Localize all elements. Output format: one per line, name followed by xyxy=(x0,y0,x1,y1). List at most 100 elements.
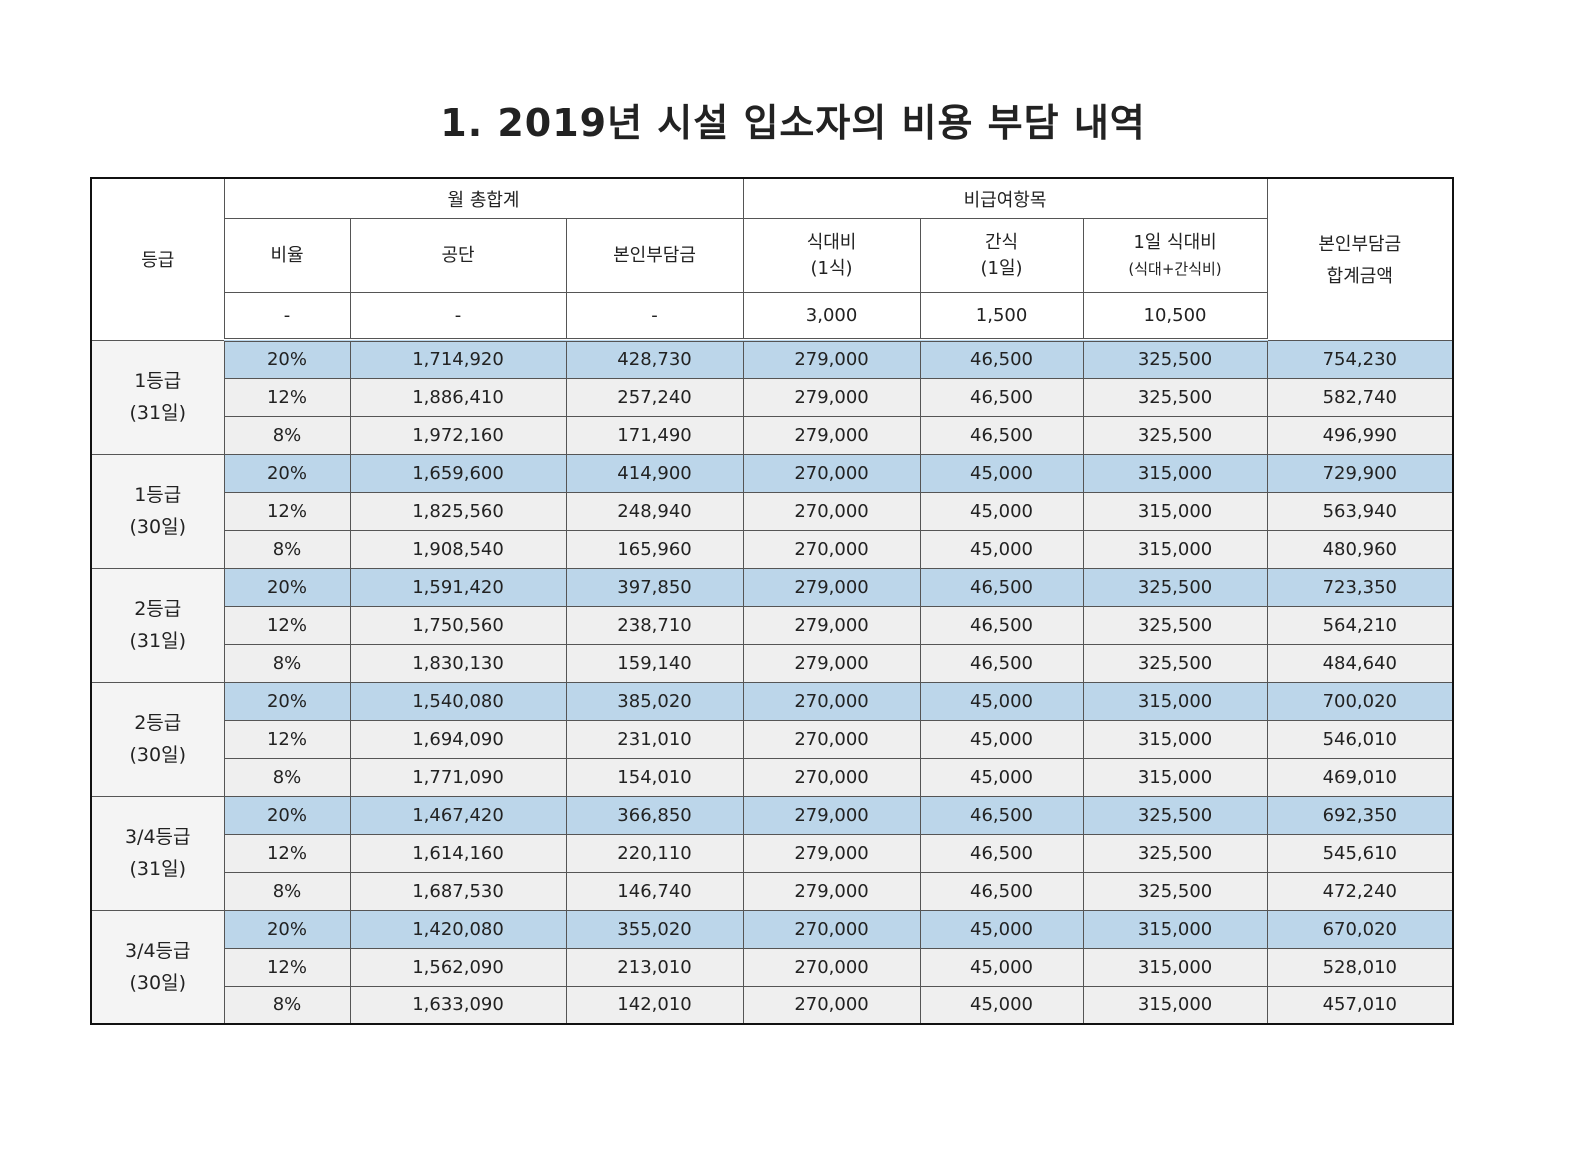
cell-meal: 270,000 xyxy=(742,719,921,759)
cell-total: 670,020 xyxy=(1266,909,1454,949)
cell-corporation: 1,633,090 xyxy=(349,985,567,1025)
cell-corporation: 1,614,160 xyxy=(349,833,567,873)
table-row: 8% 1,771,090 154,010 270,000 45,000 315,000 46… xyxy=(91,757,1454,797)
cell-total: 457,010 xyxy=(1266,985,1454,1025)
cell-self-pay: 248,940 xyxy=(565,491,744,531)
cell-daily-meal: 325,500 xyxy=(1082,605,1268,645)
unit-daily-meal: 10,500 xyxy=(1082,292,1268,342)
header-meal-line2: (1식) xyxy=(810,257,853,279)
grade-label: 3/4등급 xyxy=(124,939,191,962)
cell-daily-meal: 325,500 xyxy=(1082,377,1268,417)
cell-corporation: 1,830,130 xyxy=(349,643,567,683)
grade-days: (30일) xyxy=(129,744,186,766)
header-daily-meal: 1일 식대비 (식대+간식비) xyxy=(1082,218,1268,293)
cell-self-pay: 231,010 xyxy=(565,719,744,759)
cell-self-pay: 397,850 xyxy=(565,567,744,607)
header-total-line1: 본인부담금 xyxy=(1318,234,1402,256)
cell-self-pay: 414,900 xyxy=(565,453,744,493)
cell-meal: 279,000 xyxy=(742,567,921,607)
cell-corporation: 1,659,600 xyxy=(349,453,567,493)
cell-self-pay: 171,490 xyxy=(565,415,744,455)
cell-ratio: 8% xyxy=(223,985,351,1025)
cell-ratio: 20% xyxy=(223,339,351,379)
cell-corporation: 1,420,080 xyxy=(349,909,567,949)
cell-daily-meal: 325,500 xyxy=(1082,795,1268,835)
grade-cell: 2등급 (31일) xyxy=(90,567,225,683)
cell-total: 496,990 xyxy=(1266,415,1454,455)
cell-meal: 279,000 xyxy=(742,871,921,911)
cell-snack: 45,000 xyxy=(919,719,1084,759)
cell-meal: 279,000 xyxy=(742,643,921,683)
cell-ratio: 12% xyxy=(223,947,351,987)
cell-meal: 279,000 xyxy=(742,795,921,835)
table-row: 1등급 (30일) 20% 1,659,600 414,900 270,000 45,000… xyxy=(90,453,1454,569)
cell-total: 700,020 xyxy=(1266,681,1454,721)
cell-total: 582,740 xyxy=(1266,377,1454,417)
table-row: 12% 1,694,090 231,010 270,000 45,000 315,000 5… xyxy=(91,719,1454,759)
cell-daily-meal: 315,000 xyxy=(1082,719,1268,759)
grade-days: (31일) xyxy=(129,630,186,652)
cell-ratio: 20% xyxy=(223,681,351,721)
cell-ratio: 8% xyxy=(223,415,351,455)
header-daily-meal-line1: 1일 식대비 xyxy=(1133,231,1217,253)
table-row: 1등급 (31일) 20% 1,714,920 428,730 279,000 46,500… xyxy=(90,339,1454,455)
cell-ratio: 8% xyxy=(223,757,351,797)
cell-corporation: 1,687,530 xyxy=(349,871,567,911)
table-row: 3/4등급 (31일) 20% 1,467,420 366,850 279,000 46,5… xyxy=(90,795,1454,911)
cell-total: 472,240 xyxy=(1266,871,1454,911)
cell-meal: 270,000 xyxy=(742,985,921,1025)
table-row: 8% 1,908,540 165,960 270,000 45,000 315,000 48… xyxy=(91,529,1454,569)
unit-self-pay: - xyxy=(565,292,744,342)
cell-ratio: 8% xyxy=(223,871,351,911)
unit-snack: 1,500 xyxy=(919,292,1084,342)
grade-label: 1등급 xyxy=(134,370,182,392)
cell-self-pay: 238,710 xyxy=(565,605,744,645)
cell-snack: 46,500 xyxy=(919,339,1084,379)
page-title: 1. 2019년 시설 입소자의 비용 부담 내역 xyxy=(440,101,1146,145)
cell-snack: 45,000 xyxy=(919,985,1084,1025)
cell-ratio: 20% xyxy=(223,567,351,607)
table-row: 8% 1,633,090 142,010 270,000 45,000 315,000 45… xyxy=(91,985,1454,1025)
cell-meal: 279,000 xyxy=(742,415,921,455)
grade-label: 3/4등급 xyxy=(124,826,191,848)
cell-meal: 279,000 xyxy=(742,339,921,379)
grade-label: 1등급 xyxy=(134,484,182,506)
cell-self-pay: 213,010 xyxy=(565,947,744,987)
cell-meal: 279,000 xyxy=(742,833,921,873)
cell-corporation: 1,972,160 xyxy=(349,415,567,455)
header-total: 본인부담금 합계금액 xyxy=(1266,177,1454,341)
cell-daily-meal: 325,500 xyxy=(1082,643,1268,683)
cell-total: 754,230 xyxy=(1266,339,1454,379)
cell-snack: 45,000 xyxy=(919,909,1084,949)
cell-total: 469,010 xyxy=(1266,757,1454,797)
cell-total: 563,940 xyxy=(1266,491,1454,531)
cell-daily-meal: 325,500 xyxy=(1082,833,1268,873)
header-corporation: 공단 xyxy=(349,218,567,293)
grade-days: (30일) xyxy=(129,516,186,538)
grade-cell: 2등급 (30일) xyxy=(90,681,225,797)
unit-meal: 3,000 xyxy=(742,292,921,342)
cell-self-pay: 159,140 xyxy=(565,643,744,683)
cell-total: 545,610 xyxy=(1266,833,1454,873)
cell-ratio: 20% xyxy=(223,453,351,493)
cell-snack: 46,500 xyxy=(919,567,1084,607)
header-snack-line2: (1일) xyxy=(980,257,1023,279)
table-row: 12% 1,825,560 248,940 270,000 45,000 315,000 5… xyxy=(91,491,1454,531)
cell-corporation: 1,467,420 xyxy=(349,795,567,835)
cell-ratio: 8% xyxy=(223,529,351,569)
grade-days: (31일) xyxy=(129,858,186,880)
unit-ratio: - xyxy=(223,292,351,342)
cell-self-pay: 428,730 xyxy=(565,339,744,379)
cell-total: 484,640 xyxy=(1266,643,1454,683)
cell-corporation: 1,886,410 xyxy=(349,377,567,417)
cell-total: 546,010 xyxy=(1266,719,1454,759)
unit-corporation: - xyxy=(349,292,567,342)
cell-snack: 46,500 xyxy=(919,643,1084,683)
cell-self-pay: 154,010 xyxy=(565,757,744,797)
grade-cell: 1등급 (31일) xyxy=(90,339,225,455)
cell-ratio: 12% xyxy=(223,833,351,873)
header-snack: 간식 (1일) xyxy=(919,218,1084,293)
header-grade: 등급 xyxy=(90,177,225,341)
table-row: 12% 1,886,410 257,240 279,000 46,500 325,500 5… xyxy=(91,377,1454,417)
cell-snack: 45,000 xyxy=(919,453,1084,493)
